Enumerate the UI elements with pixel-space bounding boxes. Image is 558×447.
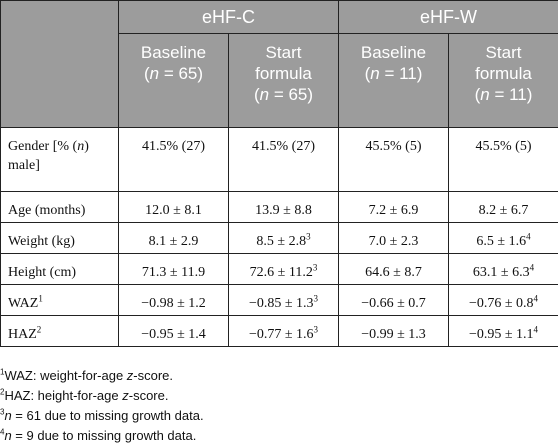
table-cell: 41.5% (27) [118, 127, 229, 192]
row-label: WAZ1 [0, 284, 119, 316]
group-header-ehf-w: eHF-W [338, 0, 558, 34]
table-cell: −0.98 ± 1.2 [118, 284, 229, 316]
table-row: WAZ1 −0.98 ± 1.2 −0.85 ± 1.33 −0.66 ± 0.… [0, 284, 558, 316]
table-cell: −0.95 ± 1.4 [118, 315, 229, 347]
group-header-row: eHF-C eHF-W [0, 0, 558, 128]
table-cell: 71.3 ± 11.9 [118, 253, 229, 285]
table-cell: 8.5 ± 2.83 [228, 222, 339, 254]
sub-header-row: Baseline (n = 65) Start formula (n = 65) Ba… [1, 33, 558, 128]
table-cell: 8.2 ± 6.7 [448, 191, 558, 223]
table-cell: 12.0 ± 8.1 [118, 191, 229, 223]
table-cell: 7.2 ± 6.9 [338, 191, 449, 223]
sub-header-start-w: Start formula (n = 11) [448, 33, 558, 128]
table-cell: 8.1 ± 2.9 [118, 222, 229, 254]
table-cell: 13.9 ± 8.8 [228, 191, 339, 223]
table-cell: 45.5% (5) [338, 127, 449, 192]
table-cell: −0.99 ± 1.3 [338, 315, 449, 347]
table-cell: −0.77 ± 1.63 [228, 315, 339, 347]
table-cell: −0.85 ± 1.33 [228, 284, 339, 316]
table-row: Gender [% (n) male] 41.5% (27) 41.5% (27)… [0, 127, 558, 192]
table-row: Height (cm) 71.3 ± 11.9 72.6 ± 11.23 64.… [0, 253, 558, 285]
table-cell: 6.5 ± 1.64 [448, 222, 558, 254]
table-cell: 72.6 ± 11.23 [228, 253, 339, 285]
table-cell: −0.66 ± 0.7 [338, 284, 449, 316]
table-cell: 45.5% (5) [448, 127, 558, 192]
footnote: 3n = 61 due to missing growth data. [0, 407, 204, 423]
table-cell: 63.1 ± 6.34 [448, 253, 558, 285]
row-label: Weight (kg) [0, 222, 119, 254]
table-cell: −0.95 ± 1.14 [448, 315, 558, 347]
sub-header-baseline-c: Baseline (n = 65) [118, 33, 229, 128]
corner-cell [0, 0, 119, 128]
sub-header-baseline-w: Baseline (n = 11) [338, 33, 449, 128]
footnote: 2HAZ: height-for-age z-score. [0, 387, 169, 403]
footnotes: 1WAZ: weight-for-age z-score. 2HAZ: heig… [0, 366, 558, 446]
data-table: eHF-C eHF-W Baseline (n = 65) Start formul… [0, 0, 558, 347]
table-row: Weight (kg) 8.1 ± 2.9 8.5 ± 2.83 7.0 ± 2… [0, 222, 558, 254]
row-label: HAZ2 [0, 315, 119, 347]
footnote: 4n = 9 due to missing growth data. [0, 427, 197, 443]
footnote: 1WAZ: weight-for-age z-score. [0, 367, 174, 383]
row-label: Height (cm) [0, 253, 119, 285]
sub-header-start-c: Start formula (n = 65) [228, 33, 339, 128]
table-cell: 7.0 ± 2.3 [338, 222, 449, 254]
row-label: Gender [% (n) male] [0, 127, 119, 192]
table-row: HAZ2 −0.95 ± 1.4 −0.77 ± 1.63 −0.99 ± 1.… [0, 315, 558, 347]
group-header-ehf-c: eHF-C [118, 0, 339, 34]
table-row: Age (months) 12.0 ± 8.1 13.9 ± 8.8 7.2 ±… [0, 191, 558, 223]
table-cell: 64.6 ± 8.7 [338, 253, 449, 285]
row-label: Age (months) [0, 191, 119, 223]
table-cell: 41.5% (27) [228, 127, 339, 192]
table-cell: −0.76 ± 0.84 [448, 284, 558, 316]
